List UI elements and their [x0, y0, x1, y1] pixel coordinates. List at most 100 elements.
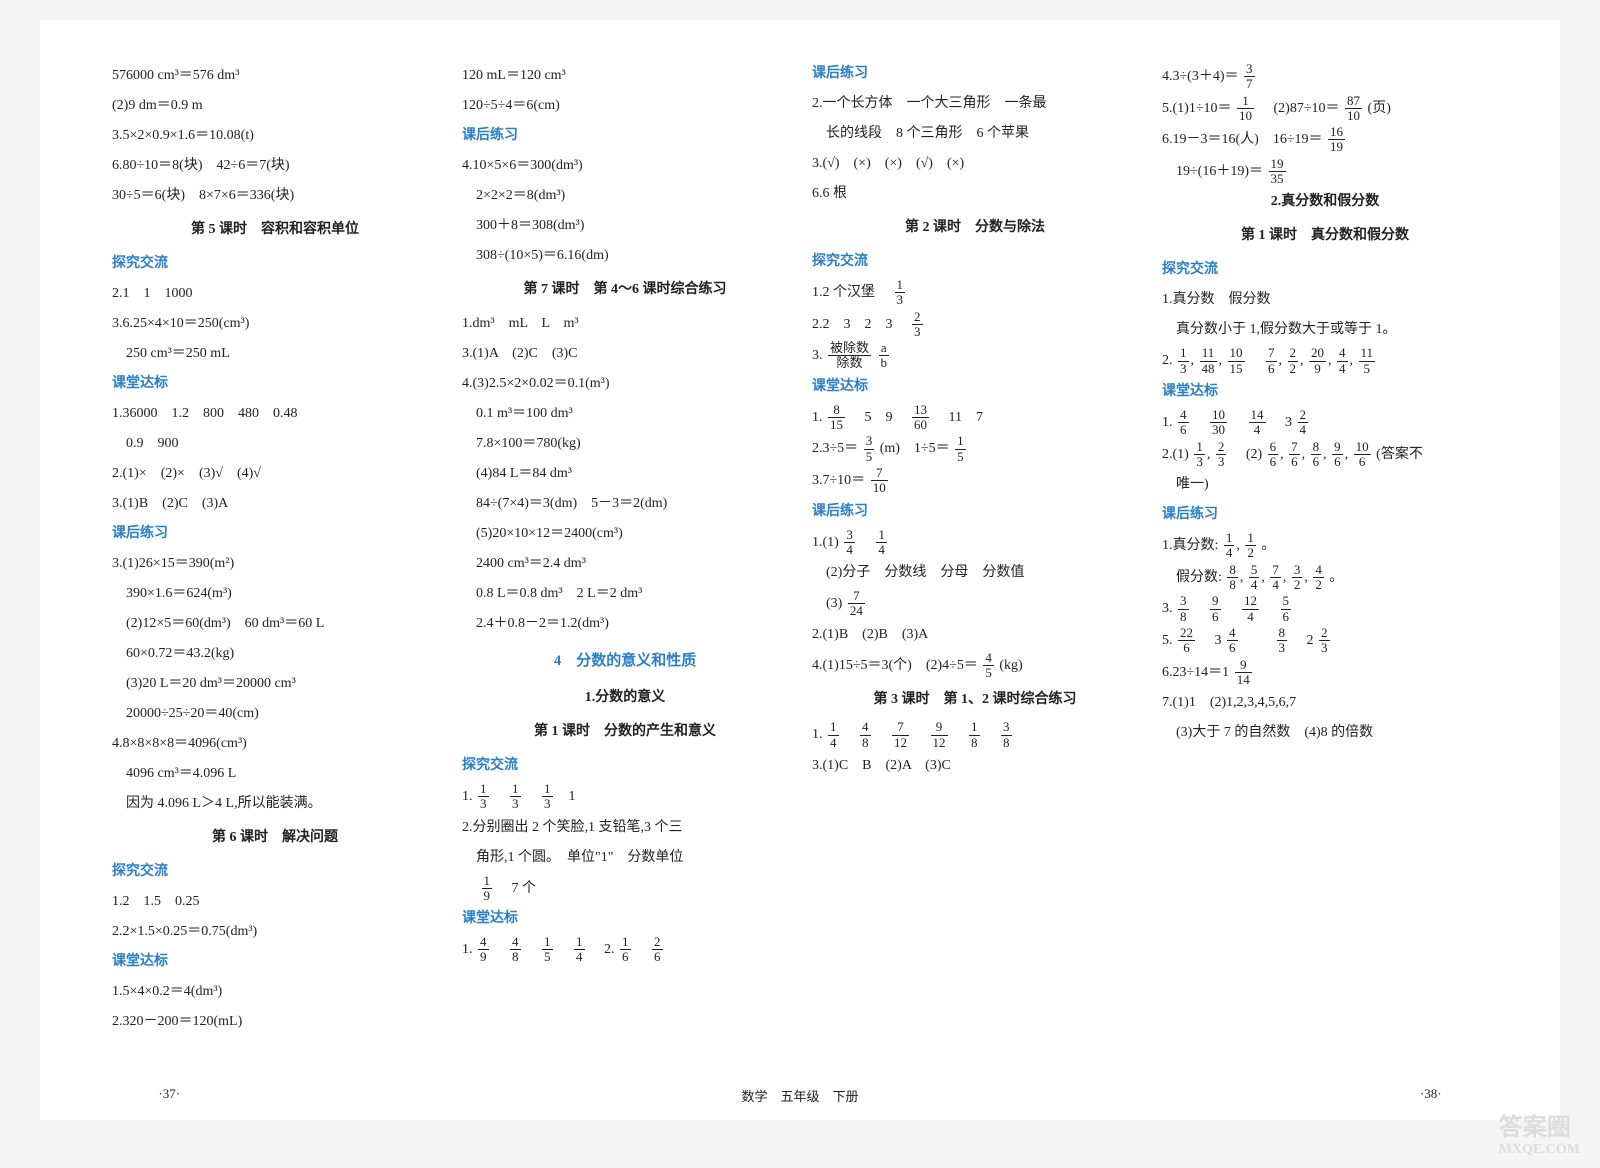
text: 。 [1329, 570, 1343, 585]
text: (m) 1÷5＝ [880, 441, 950, 456]
text: 6.19－3＝16(人) 16÷19＝ [1162, 132, 1323, 147]
watermark: 答案圈 MXQE.COM [1499, 1107, 1580, 1158]
fraction: 被除数除数 [828, 341, 871, 371]
fraction: 16 [620, 935, 631, 965]
section-title: 2.真分数和假分数 [1162, 188, 1488, 216]
fraction: 83 [1277, 626, 1288, 656]
footer-center: 数学 五年级 下册 [741, 1086, 858, 1105]
text: 3. 38 96 124 56 [1162, 594, 1488, 624]
text: 2.分别圈出 2 个笑脸,1 支铅笔,3 个三 [462, 814, 788, 842]
heading: 第 3 课时 第 1、2 课时综合练习 [812, 686, 1138, 714]
text: 5 9 [851, 410, 907, 425]
fraction: 914 [1235, 658, 1252, 688]
text: 2×2×2＝8(dm³) [462, 182, 788, 210]
fraction: 45 [983, 651, 994, 681]
text: 0.9 900 [112, 430, 438, 458]
text: (2)分子 分数线 分母 分数值 [812, 559, 1138, 587]
text: 1. 49 48 15 14 2. 16 26 [462, 935, 788, 965]
fraction: 13 [895, 278, 906, 308]
fraction: 66 [1268, 440, 1279, 470]
fraction: 912 [931, 720, 948, 750]
text: (5)20×10×12＝2400(cm³) [462, 520, 788, 548]
fraction: 49 [478, 935, 489, 965]
heading: 第 6 课时 解决问题 [112, 824, 438, 852]
footer: ·37· 数学 五年级 下册 ·38· [40, 1086, 1560, 1102]
heading: 第 7 课时 第 4～6 课时综合练习 [462, 276, 788, 304]
text: 3.(1)A (2)C (3)C [462, 340, 788, 368]
column-4: 4.3÷(3＋4)＝ 37 5.(1)1÷10＝ 110 (2)87÷10＝ 8… [1150, 60, 1500, 1090]
fraction: 1030 [1210, 408, 1227, 438]
subheading: 课后练习 [112, 520, 438, 548]
page: 576000 cm³＝576 dm³ (2)9 dm＝0.9 m 3.5×2×0… [40, 20, 1560, 1120]
text: (2)87÷10＝ [1260, 101, 1340, 116]
text: 1.真分数 假分数 [1162, 286, 1488, 314]
fraction: 8710 [1345, 94, 1362, 124]
text: 4096 cm³＝4.096 L [112, 760, 438, 788]
text: 2. [1162, 353, 1173, 368]
text: 2. 13, 1148, 1015 76, 22, 209, 44, 115 [1162, 346, 1488, 376]
subheading: 探究交流 [1162, 256, 1488, 284]
subheading: 课堂达标 [812, 373, 1138, 401]
fraction: 1935 [1269, 157, 1286, 187]
text: 2.(1)B (2)B (3)A [812, 621, 1138, 649]
text: 长的线段 8 个三角形 6 个苹果 [812, 120, 1138, 148]
fraction: 38 [1178, 594, 1189, 624]
fraction: 32 [1292, 563, 1303, 593]
fraction: 124 [1242, 594, 1259, 624]
text: 1. [1162, 415, 1173, 430]
subheading: 课后练习 [1162, 501, 1488, 529]
text: 3.(1)26×15＝390(m²) [112, 550, 438, 578]
fraction: 13 [510, 782, 521, 812]
subheading: 课后练习 [462, 122, 788, 150]
text: 19÷(16＋19)＝ [1162, 164, 1263, 179]
fraction: 13 [1178, 346, 1189, 376]
text: 1. [812, 727, 823, 742]
fraction: 13 [478, 782, 489, 812]
fraction: 37 [1244, 62, 1255, 92]
text: 2400 cm³＝2.4 dm³ [462, 550, 788, 578]
heading: 第 1 课时 分数的产生和意义 [462, 718, 788, 746]
fraction: 88 [1227, 563, 1238, 593]
text: 11 7 [935, 410, 983, 425]
text: 3 [1201, 633, 1222, 648]
fraction: 712 [892, 720, 909, 750]
fraction: 44 [1337, 346, 1348, 376]
fraction: 46 [1227, 626, 1238, 656]
fraction: 14 [828, 720, 839, 750]
text: (页) [1368, 101, 1391, 116]
text: 3. [1162, 601, 1173, 616]
text: (3) 724 [812, 589, 1138, 619]
text: 1.2 个汉堡 13 [812, 278, 1138, 308]
text: 2.1 1 1000 [112, 280, 438, 308]
text: 3. 被除数除数 ab [812, 341, 1138, 371]
text: 250 cm³＝250 mL [112, 340, 438, 368]
text: 6.80÷10＝8(块) 42÷6＝7(块) [112, 152, 438, 180]
fraction: 144 [1249, 408, 1266, 438]
text: 2.2×1.5×0.25＝0.75(dm³) [112, 918, 438, 946]
column-3: 课后练习 2.一个长方体 一个大三角形 一条最 长的线段 8 个三角形 6 个苹… [800, 60, 1150, 1090]
fraction: 96 [1332, 440, 1343, 470]
text: 4.8×8×8×8＝4096(cm³) [112, 730, 438, 758]
text: 1. 815 5 9 1360 11 7 [812, 403, 1138, 433]
text: 5. 226 3 46 83 2 23 [1162, 626, 1488, 656]
subheading: 课后练习 [812, 60, 1138, 88]
watermark-top: 答案圈 [1499, 1107, 1580, 1142]
subheading: 探究交流 [812, 248, 1138, 276]
subheading: 课堂达标 [112, 948, 438, 976]
text: 120 mL＝120 cm³ [462, 62, 788, 90]
subheading: 课堂达标 [1162, 378, 1488, 406]
text: 5.(1)1÷10＝ [1162, 101, 1232, 116]
text: 1. [812, 410, 823, 425]
text: (3) [812, 596, 842, 611]
fraction: 19 [482, 874, 493, 904]
fraction: 12 [1245, 531, 1256, 561]
text: 2.3÷5＝ 35 (m) 1÷5＝ 15 [812, 434, 1138, 464]
fraction: 76 [1266, 346, 1277, 376]
fraction: 76 [1289, 440, 1300, 470]
text: 6.6 根 [812, 180, 1138, 208]
text: 2.(1)× (2)× (3)√ (4)√ [112, 460, 438, 488]
fraction: 96 [1210, 594, 1221, 624]
subheading: 课堂达标 [112, 370, 438, 398]
fraction: 38 [1001, 720, 1012, 750]
fraction: 226 [1178, 626, 1195, 656]
